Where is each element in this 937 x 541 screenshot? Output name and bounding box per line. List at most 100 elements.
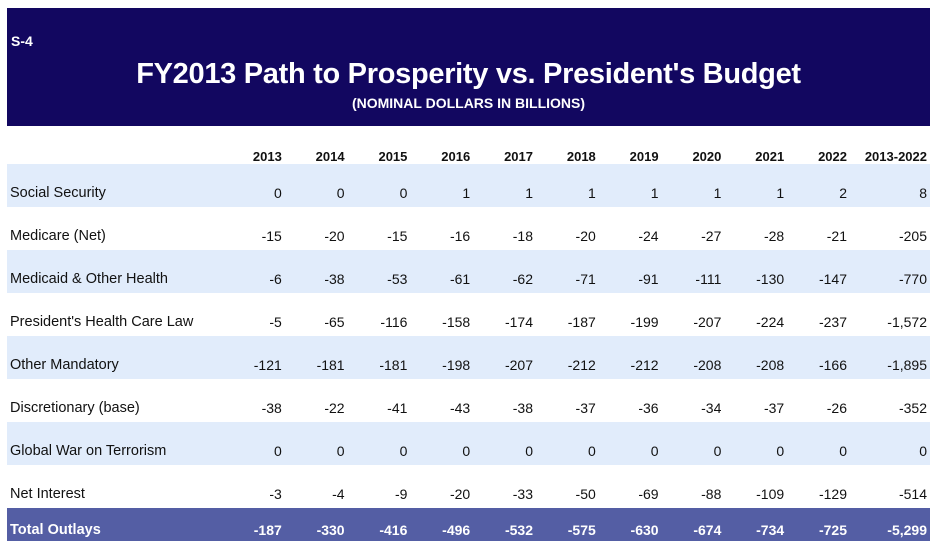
value-cell: 2	[787, 164, 850, 207]
total-value-cell: -734	[724, 508, 788, 541]
value-cell: -37	[763, 400, 785, 416]
value-cell: -181	[347, 336, 411, 379]
value-cell: 0	[661, 422, 725, 465]
page-title: FY2013 Path to Prosperity vs. President'…	[136, 58, 801, 90]
row-label: Medicare (Net)	[10, 228, 106, 244]
value-cell: 0	[284, 164, 348, 207]
value-cell: -69	[638, 486, 659, 502]
value-cell: 1	[410, 164, 474, 207]
total-value-cell: -496	[410, 508, 474, 541]
value-cell: -50	[575, 486, 596, 502]
table-row: Medicare (Net) -15 -20 -15 -16 -18 -20 -24 -27 -2…	[7, 207, 930, 250]
row-label: Global War on Terrorism	[7, 422, 222, 465]
total-value-cell: -630	[598, 508, 662, 541]
row-label: Discretionary (base)	[10, 400, 140, 416]
table-row: Global War on Terrorism 0 0 0 0 0 0 0 0 0 0 0	[7, 422, 930, 465]
value-cell: 0	[284, 422, 348, 465]
value-cell: -205	[898, 228, 927, 244]
value-cell: -20	[324, 228, 345, 244]
value-cell: 0	[222, 422, 285, 465]
header-label-cell	[7, 141, 222, 164]
value-cell: -15	[261, 228, 282, 244]
column-header: 2018	[566, 149, 596, 164]
total-value-cell: -187	[222, 508, 285, 541]
row-label: Other Mandatory	[7, 336, 222, 379]
value-cell: -514	[898, 486, 927, 502]
value-cell: -212	[598, 336, 662, 379]
value-cell: -111	[661, 250, 725, 293]
value-cell: -208	[661, 336, 725, 379]
value-cell: -28	[763, 228, 785, 244]
value-cell: -16	[449, 228, 471, 244]
total-value-cell: -416	[347, 508, 411, 541]
value-cell: -198	[410, 336, 474, 379]
value-cell: -43	[449, 400, 471, 416]
table-row: Discretionary (base) -38 -22 -41 -43 -38 -37 -3…	[7, 379, 930, 422]
value-cell: -38	[261, 400, 282, 416]
value-cell: -207	[693, 314, 722, 330]
value-cell: -91	[598, 250, 662, 293]
value-cell: -1,895	[850, 336, 930, 379]
table-row: Medicaid & Other Health -6 -38 -53 -61 -62 -71…	[7, 250, 930, 293]
value-cell: -1,572	[887, 314, 927, 330]
value-cell: -38	[512, 400, 533, 416]
value-cell: -37	[575, 400, 596, 416]
column-header: 2019	[629, 149, 659, 164]
column-header: 2016	[441, 149, 471, 164]
value-cell: 0	[850, 422, 930, 465]
row-label: Net Interest	[10, 486, 85, 502]
value-cell: -18	[512, 228, 533, 244]
budget-table: 2013 2014 2015 2016 2017 2018 2019 2020 2021 2022…	[7, 141, 930, 541]
column-header: 2022	[818, 149, 847, 164]
value-cell: -158	[442, 314, 471, 330]
value-cell: -181	[284, 336, 348, 379]
value-cell: -121	[222, 336, 285, 379]
row-label: Social Security	[7, 164, 222, 207]
column-header: 2015	[378, 149, 408, 164]
value-cell: 0	[347, 164, 411, 207]
value-cell: 0	[787, 422, 850, 465]
column-header: 2017	[504, 149, 533, 164]
value-cell: -26	[826, 400, 847, 416]
value-cell: -20	[575, 228, 596, 244]
value-cell: -27	[701, 228, 722, 244]
value-cell: -212	[535, 336, 599, 379]
value-cell: -770	[850, 250, 930, 293]
value-cell: -224	[756, 314, 785, 330]
column-header: 2020	[692, 149, 722, 164]
value-cell: -22	[324, 400, 345, 416]
value-cell: -24	[638, 228, 659, 244]
value-cell: -116	[380, 314, 408, 330]
value-cell: -88	[701, 486, 722, 502]
total-value-cell: -330	[284, 508, 348, 541]
column-header: 2013-2022	[864, 149, 927, 164]
value-cell: 0	[724, 422, 788, 465]
value-cell: -36	[638, 400, 659, 416]
value-cell: -38	[284, 250, 348, 293]
column-header: 2014	[315, 149, 345, 164]
value-cell: -129	[818, 486, 847, 502]
value-cell: 0	[347, 422, 411, 465]
total-label: Total Outlays	[7, 508, 222, 541]
value-cell: -352	[898, 400, 927, 416]
total-row: Total Outlays -187 -330 -416 -496 -532 -575 -63…	[7, 508, 930, 541]
value-cell: -6	[222, 250, 285, 293]
value-cell: 0	[410, 422, 474, 465]
value-cell: -20	[449, 486, 471, 502]
value-cell: -15	[387, 228, 408, 244]
total-value-cell: -532	[473, 508, 536, 541]
value-cell: -109	[756, 486, 785, 502]
value-cell: -130	[724, 250, 788, 293]
value-cell: -174	[504, 314, 533, 330]
value-cell: -53	[347, 250, 411, 293]
value-cell: -41	[387, 400, 408, 416]
value-cell: -166	[787, 336, 850, 379]
value-cell: -9	[394, 486, 408, 502]
total-value-cell: -575	[535, 508, 599, 541]
table-row: President's Health Care Law -5 -65 -116 -158…	[7, 293, 930, 336]
value-cell: 1	[724, 164, 788, 207]
row-label: Medicaid & Other Health	[7, 250, 222, 293]
value-cell: -4	[332, 486, 345, 502]
value-cell: -187	[567, 314, 596, 330]
value-cell: -237	[818, 314, 847, 330]
